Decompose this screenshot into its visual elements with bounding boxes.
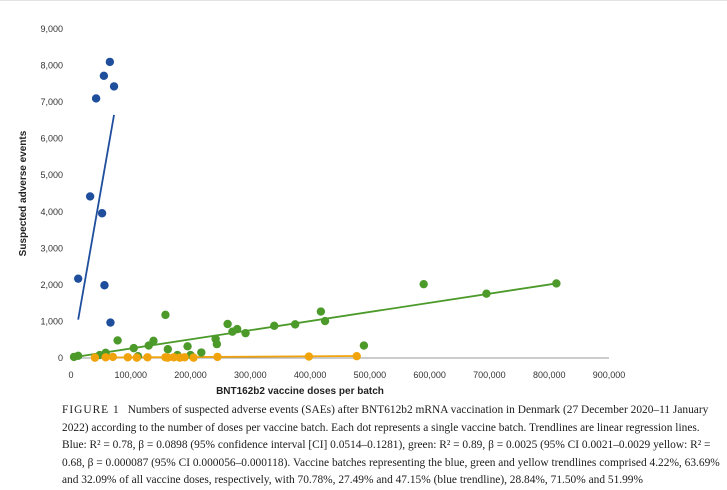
data-point [290,320,300,329]
figure-label: FIGURE 1 [62,404,120,416]
y-tick-label: 2,000 [40,280,63,290]
x-tick-label: 0 [68,370,73,380]
data-point [419,279,428,289]
y-tick-label: 3,000 [40,243,63,253]
data-point [108,352,118,362]
data-point [212,339,222,349]
scatter-chart: 0 100,000 200,000 300,000 400,000 500,000 600,… [18,24,625,397]
data-point [316,307,326,316]
y-tick-label: 0 [58,353,63,363]
x-tick-labels: 0 100,000 200,000 300,000 400,000 500,000 600,… [68,370,625,380]
x-tick-label: 700,000 [473,370,506,380]
x-tick-label: 800,000 [533,370,566,380]
data-point [304,352,314,361]
x-axis-title: BNT162b2 vaccine doses per batch [216,386,384,397]
x-tick-label: 200,000 [174,370,207,380]
data-point [97,209,107,218]
data-point [352,351,361,361]
data-point [232,324,242,334]
data-point [100,281,109,290]
data-point [123,353,132,362]
x-tick-label: 300,000 [234,370,267,380]
data-point [73,351,83,361]
data-point [552,279,561,288]
data-point [189,353,198,362]
y-tick-label: 1,000 [40,316,63,326]
data-points [69,57,561,362]
data-point [132,353,141,362]
data-point [163,345,173,354]
y-tick-label: 5,000 [40,170,63,180]
x-tick-label: 500,000 [354,370,387,380]
data-point [129,343,138,353]
y-tick-label: 8,000 [40,61,63,71]
data-point [91,94,101,103]
y-tick-label: 4,000 [40,207,63,217]
figure-caption: FIGURE 1 Numbers of suspected adverse eve… [62,402,722,490]
data-point [197,348,206,357]
data-point [270,321,279,331]
trendline [77,114,115,320]
data-point [90,353,100,362]
data-point [85,192,95,201]
y-tick-label: 9,000 [40,24,63,34]
data-point [113,336,122,345]
trendlines [70,114,557,359]
data-point [101,353,110,362]
y-tick-label: 6,000 [40,134,63,144]
data-point [482,289,491,298]
y-axis-title: Suspected adverse events [18,130,29,256]
data-point [143,353,152,362]
data-point [169,353,179,362]
data-point [106,318,115,327]
y-tick-labels: 0 1,000 2,000 3,000 4,000 5,000 6,000 7,000 8,00… [40,24,63,363]
data-point [183,342,192,351]
data-point [105,57,115,67]
data-point [163,353,173,362]
data-point [359,341,369,350]
caption-text: Numbers of suspected adverse events (SAE… [62,404,720,486]
y-tick-label: 7,000 [40,97,63,107]
data-point [149,336,158,346]
x-tick-label: 900,000 [593,370,626,380]
data-point [109,82,119,91]
data-point [241,328,250,338]
data-point [99,71,109,80]
x-tick-label: 600,000 [413,370,446,380]
data-point [213,352,222,362]
data-point [180,353,189,362]
data-point [161,310,170,320]
data-point [73,274,83,283]
x-tick-label: 400,000 [294,370,327,380]
data-point [320,316,330,326]
x-tick-label: 100,000 [115,370,148,380]
data-point [223,319,232,329]
